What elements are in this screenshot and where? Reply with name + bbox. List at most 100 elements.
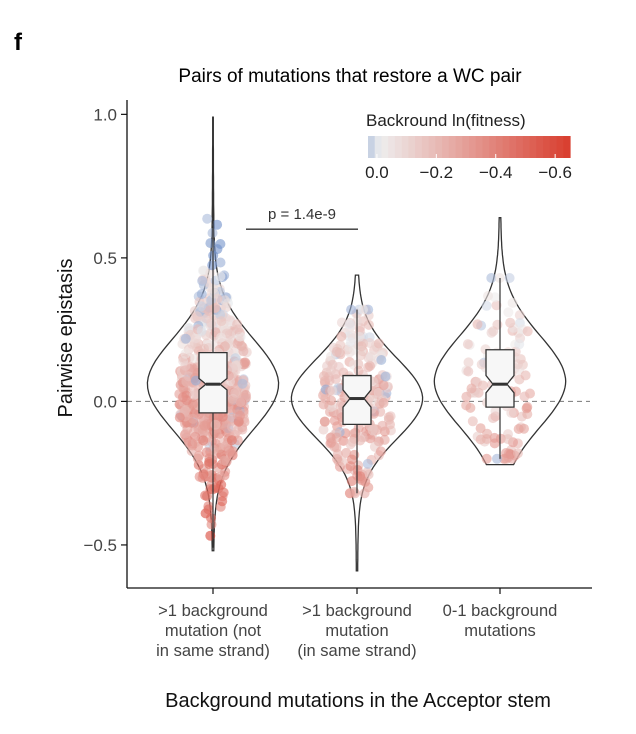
legend-swatch	[502, 136, 510, 158]
violin-2	[290, 274, 424, 572]
color-legend: Backround ln(fitness) 0.0 −0.2 −0.4 −0.6	[365, 111, 572, 182]
data-point	[514, 339, 525, 350]
legend-swatch	[421, 136, 430, 158]
data-point	[373, 338, 384, 349]
data-point	[192, 453, 203, 464]
data-point	[519, 391, 530, 402]
data-point	[211, 427, 222, 438]
data-point	[236, 340, 247, 351]
data-point	[333, 361, 344, 372]
axes: 1.0 0.5 0.0 −0.5 >1 background mutation (not i…	[83, 100, 592, 660]
data-point	[209, 288, 220, 299]
data-point	[513, 359, 523, 370]
data-point	[356, 475, 367, 486]
data-point	[235, 397, 246, 408]
box-3	[485, 349, 515, 408]
data-point	[318, 424, 329, 435]
chart-title: Pairs of mutations that restore a WC pai…	[178, 66, 522, 87]
data-point	[212, 244, 223, 255]
y-tick-label: −0.5	[83, 536, 117, 555]
data-point	[219, 341, 230, 352]
data-point	[357, 432, 368, 443]
data-point	[356, 341, 367, 352]
legend-swatch	[381, 136, 389, 158]
data-point	[187, 413, 198, 424]
data-point	[230, 387, 241, 398]
data-point	[483, 291, 493, 301]
legend-swatch	[522, 136, 531, 158]
data-point	[336, 331, 347, 342]
data-point	[218, 487, 229, 498]
data-point	[506, 407, 517, 418]
x-tick-label: >1 background mutation (in same strand)	[297, 602, 416, 660]
data-point	[488, 413, 498, 424]
data-point	[318, 399, 329, 410]
data-point	[504, 273, 515, 283]
data-point	[475, 434, 486, 445]
data-point	[203, 504, 214, 515]
legend-swatch	[368, 136, 376, 158]
data-point	[463, 366, 474, 377]
data-point	[325, 432, 336, 443]
data-point	[380, 371, 391, 382]
data-point	[205, 530, 216, 541]
x-axis-title: Background mutations in the Acceptor ste…	[165, 690, 551, 712]
data-point	[336, 317, 347, 328]
legend-swatch	[489, 136, 497, 158]
data-point	[502, 434, 513, 445]
data-point	[216, 332, 226, 343]
data-point	[215, 271, 226, 282]
data-point	[235, 410, 245, 421]
legend-swatch	[408, 136, 416, 158]
data-point	[355, 350, 366, 361]
legend-swatch	[448, 136, 457, 158]
data-point	[472, 319, 483, 330]
data-point	[334, 347, 345, 358]
legend-swatch	[482, 136, 490, 158]
data-point	[462, 339, 473, 350]
data-point	[332, 449, 343, 460]
legend-swatch	[495, 136, 504, 158]
legend-swatch	[556, 136, 564, 158]
data-point	[377, 420, 388, 431]
legend-swatch	[388, 136, 396, 158]
legend-tick-label: −0.6	[538, 163, 572, 182]
data-point	[216, 479, 227, 490]
data-point	[478, 380, 488, 391]
data-point	[192, 311, 203, 322]
data-point	[174, 412, 185, 423]
data-point	[383, 414, 394, 425]
data-point	[206, 318, 217, 329]
data-point	[520, 370, 531, 381]
y-tick-label: 0.5	[93, 249, 117, 268]
legend-swatch	[549, 136, 558, 158]
data-point	[373, 387, 384, 398]
data-point	[217, 496, 228, 507]
data-point	[378, 380, 389, 391]
data-point	[186, 446, 197, 456]
data-point	[196, 301, 207, 312]
data-point	[501, 448, 511, 458]
data-point	[376, 355, 387, 365]
data-point	[375, 446, 386, 457]
data-point	[226, 435, 237, 446]
legend-swatch	[543, 136, 551, 158]
legend-swatch	[475, 136, 483, 158]
data-point	[190, 437, 201, 448]
data-point	[463, 357, 474, 368]
legend-swatch	[509, 136, 517, 158]
data-point	[205, 238, 216, 249]
data-point	[347, 436, 358, 447]
data-point	[481, 300, 492, 311]
data-point	[240, 357, 251, 368]
data-point	[202, 213, 213, 224]
data-point	[366, 350, 377, 361]
x-tick-label: 0-1 background mutations	[443, 602, 558, 640]
data-point	[367, 425, 378, 436]
data-point	[522, 326, 533, 337]
data-point	[202, 491, 212, 502]
data-point	[348, 429, 359, 439]
data-point	[354, 331, 365, 342]
data-point	[326, 365, 336, 376]
p-value-label: p = 1.4e-9	[268, 206, 336, 223]
